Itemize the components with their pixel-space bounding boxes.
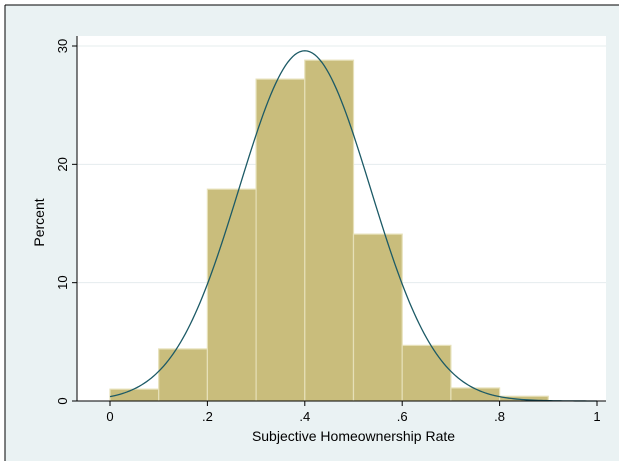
histogram-bars [109,59,549,402]
x-axis-label: Subjective Homeownership Rate [252,428,455,444]
histogram-bar [158,348,208,402]
y-axis-label: Percent [31,198,47,246]
x-tick-label: .8 [494,409,505,424]
x-tick-label: .6 [397,409,408,424]
normal-density-curve [109,50,597,402]
y-tick-label: 30 [55,39,70,53]
y-tick-label: 0 [55,397,70,404]
x-tick-label: .2 [202,409,213,424]
histogram-bar [206,188,257,402]
y-tick-label: 20 [55,157,70,171]
histogram-bar [401,344,452,402]
y-tick-label: 10 [55,275,70,289]
histogram-bar [352,233,403,402]
histogram-bar [255,78,306,402]
axes: 0 10 20 30 0 .2 .4 .6 .8 1 [55,36,606,424]
x-tick-label: .4 [299,409,310,424]
histogram-bar [304,59,355,402]
x-tick-label: 0 [106,409,113,424]
x-tick-label: 1 [593,409,600,424]
